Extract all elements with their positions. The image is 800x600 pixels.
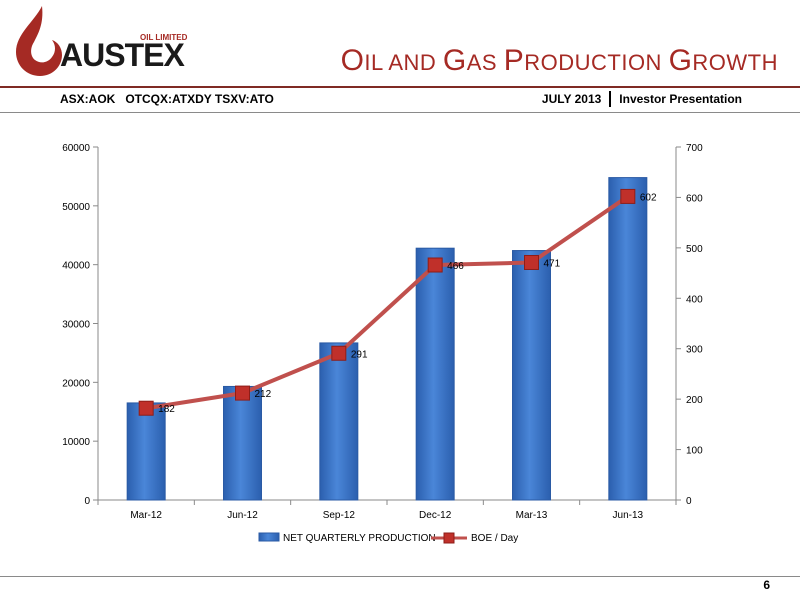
y-left-tick-label: 40000 (62, 261, 90, 272)
austex-logo: OIL LIMITED AUSTEX (16, 6, 188, 76)
y-right-tick-label: 200 (686, 395, 703, 406)
y-right-tick-label: 700 (686, 143, 703, 154)
title-part: IL AND (364, 50, 443, 75)
oil-drop-icon (16, 6, 62, 76)
header-divider (0, 86, 800, 88)
boe-data-label: 291 (351, 349, 368, 360)
header-info-bar: ASX:AOK OTCQX:ATXDY TSXV:ATO JULY 2013 I… (0, 88, 800, 113)
presentation-date: JULY 2013 (541, 92, 602, 106)
bar (319, 342, 359, 501)
bar (415, 247, 455, 501)
boe-marker (524, 254, 539, 270)
title-part: P (503, 44, 525, 77)
y-left-tick-label: 50000 (62, 202, 90, 213)
footer-divider (0, 576, 800, 577)
x-tick-label: Sep-12 (323, 510, 356, 521)
y-right-tick-label: 500 (686, 244, 703, 255)
logo-wordmark: AUSTEX (60, 37, 185, 73)
presentation-name: Investor Presentation (619, 92, 742, 106)
page-number: 6 (763, 578, 770, 592)
y-right-tick-label: 300 (686, 345, 703, 356)
y-left-tick-label: 10000 (62, 437, 90, 448)
y-left-tick-label: 60000 (62, 143, 90, 154)
legend-bar-swatch (258, 532, 280, 542)
boe-data-label: 602 (640, 192, 657, 203)
legend-line-label: BOE / Day (471, 533, 518, 544)
bar (512, 250, 551, 501)
header-separator (609, 91, 612, 107)
logo-subtitle: OIL LIMITED (140, 33, 188, 42)
title-part: G (442, 44, 467, 77)
boe-marker (331, 345, 347, 361)
boe-marker (427, 257, 443, 273)
bar (126, 402, 166, 501)
title-part: RODUCTION (524, 50, 669, 75)
ticker-symbols: ASX:AOK OTCQX:ATXDY TSXV:ATO (60, 92, 274, 106)
slide-title: OIL AND GAS PRODUCTION GROWTH (341, 44, 778, 78)
x-tick-label: Mar-13 (516, 510, 548, 521)
boe-data-label: 182 (158, 404, 175, 415)
legend-bar-label: NET QUARTERLY PRODUCTION (283, 533, 436, 544)
y-right-tick-label: 0 (686, 496, 692, 507)
y-right-tick-label: 400 (686, 294, 703, 305)
bar (608, 177, 648, 501)
y-left-tick-label: 0 (84, 496, 90, 507)
boe-marker (620, 188, 636, 204)
legend-line-marker (443, 532, 455, 544)
x-tick-label: Jun-12 (227, 510, 258, 521)
bar (223, 385, 262, 501)
x-tick-label: Dec-12 (419, 510, 452, 521)
x-tick-label: Mar-12 (130, 510, 162, 521)
boe-marker (235, 385, 250, 401)
x-tick-label: Jun-13 (613, 510, 644, 521)
title-part: G (668, 44, 693, 77)
presentation-info: JULY 2013 Investor Presentation (542, 91, 742, 107)
boe-line (145, 194, 629, 411)
boe-data-label: 212 (255, 389, 272, 400)
title-part: AS (466, 50, 504, 75)
boe-data-label: 466 (447, 261, 464, 272)
y-left-tick-label: 20000 (62, 378, 90, 389)
title-part: ROWTH (692, 50, 778, 75)
boe-data-label: 471 (544, 258, 561, 269)
y-right-tick-label: 600 (686, 193, 703, 204)
production-chart: 0 10000 20000 30000 40000 50000 60000 0 100 200 30… (62, 143, 703, 544)
y-left-tick-label: 30000 (62, 320, 90, 331)
title-part: O (340, 44, 365, 77)
boe-marker (138, 400, 154, 416)
y-right-tick-label: 100 (686, 446, 703, 457)
